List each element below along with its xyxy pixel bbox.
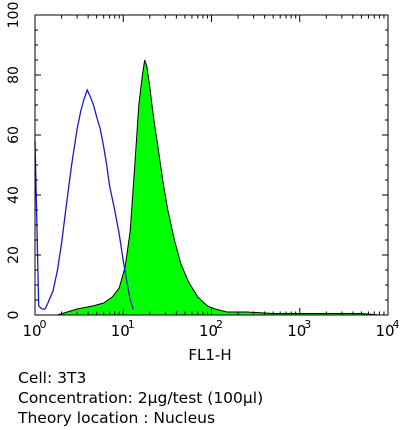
histogram-outline-series-0: [35, 59, 380, 316]
y-tick-label: 40: [6, 186, 22, 204]
concentration-text: Concentration: 2μg/test (100μl): [18, 389, 264, 407]
x-tick-label: 10: [375, 322, 394, 340]
y-tick-label: 0: [6, 311, 22, 320]
x-tick-exponent: 3: [304, 318, 311, 331]
caption: Cell: 3T3 Concentration: 2μg/test (100μl…: [18, 368, 263, 428]
plot-frame: [34, 14, 389, 316]
cell-line-text: Cell: 3T3: [18, 369, 87, 387]
x-tick-label: 10: [199, 322, 218, 340]
histogram-line-series-1: [34, 88, 134, 310]
y-tick-label: 60: [6, 126, 22, 144]
plot-area: [34, 59, 380, 316]
x-tick-label: 10: [22, 322, 41, 340]
y-tick-label: 100: [6, 2, 22, 29]
y-tick-label: 20: [6, 246, 22, 264]
x-tick-label: 10: [287, 322, 306, 340]
x-tick-exponent: 2: [216, 318, 223, 331]
histogram-fill-series-0: [35, 60, 380, 315]
x-tick-exponent: 0: [40, 318, 47, 331]
x-tick-exponent: 1: [128, 318, 135, 331]
theory-location-text: Theory location : Nucleus: [18, 409, 216, 427]
x-axis-label: FL1-H: [188, 346, 231, 364]
x-tick-exponent: 4: [393, 318, 400, 331]
x-tick-label: 10: [111, 322, 130, 340]
y-tick-label: 80: [6, 66, 22, 84]
